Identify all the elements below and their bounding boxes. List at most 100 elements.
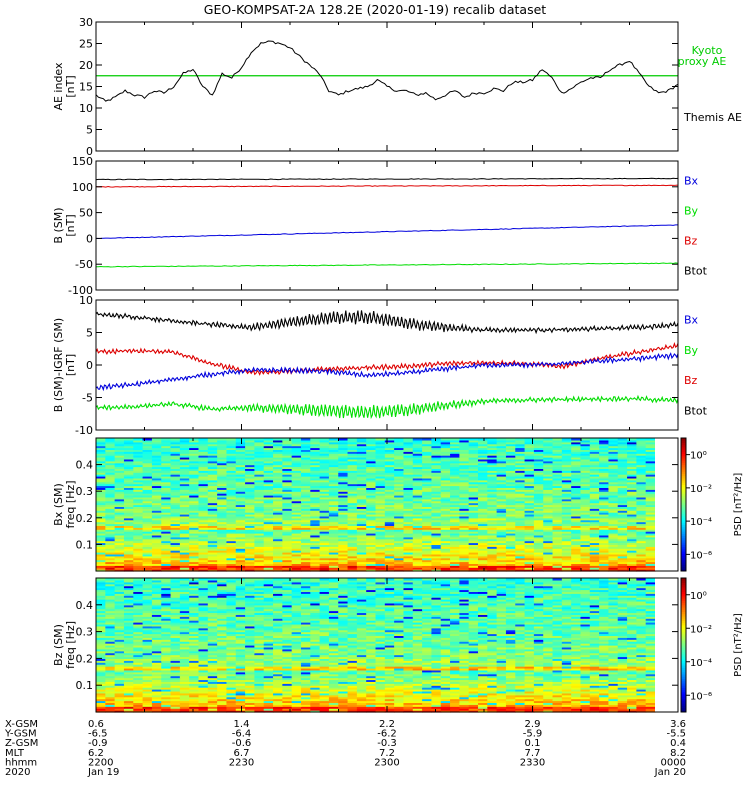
bxspec-cell [207,449,218,452]
bxspec-cell [198,521,209,525]
bxspec-cell [235,546,246,549]
bxspec-cell [524,464,535,468]
bxspec-cell [319,466,330,469]
bxspec-cell [179,519,190,523]
bzspec-cell [543,706,554,709]
bxspec-cell [161,453,172,456]
bxspec-cell [347,455,358,458]
bxspec-cell [226,451,237,454]
bxspec-cell [468,552,479,555]
bxspec-cell [524,569,535,572]
bxspec-cell [310,536,321,540]
bxspec-cell [170,453,181,456]
bzspec-cell [384,708,395,711]
bxspec-cell [245,533,255,536]
bxspec-cell [207,474,218,477]
bxspec-cell [282,504,293,507]
bxspec-cell [515,464,526,468]
bxspec-cell [170,449,181,452]
bxspec-cell [151,502,162,506]
bxspec-cell [422,477,432,481]
bxspec-colorbar-step [681,562,686,565]
bxspec-cell [533,565,544,568]
bxspec-cell [477,441,488,445]
bzspec-cell [282,706,293,709]
bxspec-cell [589,510,600,513]
bxspec-cell [394,451,405,454]
bxspec-cell [608,460,619,464]
bxspec-cell [636,464,647,468]
bxspec-cell [300,533,311,536]
bxspec-cell [161,515,172,519]
bzspec-cell [282,710,293,713]
bxspec-cell [645,449,656,452]
bzspec-cell [338,698,349,702]
bxspec-cell [431,548,442,551]
bxspec-cell [440,470,451,473]
bxspec-cell [477,559,488,563]
bxspec-cell [459,477,470,481]
bxspec-cell [487,523,498,526]
bxspec-cell [254,472,265,475]
bxspec-cell [105,540,116,544]
bxspec-cell [96,517,106,521]
bxspec-cell [412,495,423,498]
bxspec-cell [235,474,246,477]
bxspec-cell [412,555,423,559]
bzspec-cell [627,698,637,702]
bzspec-cell [412,702,423,705]
bxspec-cell [580,500,591,504]
bxspec-cell [282,477,293,481]
bxspec-cell [422,521,432,525]
bxspec-cell [170,472,181,475]
bxspec-cell [580,531,591,534]
bxspec-cell [133,487,144,490]
bxspec-cell [282,533,293,536]
bxspec-cell [505,496,516,500]
bxspec-cell [627,462,637,466]
bxspec-cell [422,498,432,502]
bxspec-cell [356,438,367,441]
bxspec-cell [235,517,246,521]
bzspec-cell [105,692,116,696]
bzspec-cell [189,692,200,696]
bxspec-cell [300,502,311,506]
bxspec-cell [589,451,600,454]
bxspec-cell [412,479,423,483]
bxspec-cell [189,567,200,570]
bxspec-colorbar-step [681,511,686,514]
bxspec-cell [599,525,610,528]
bxspec-cell [571,455,582,458]
bxspec-cell [235,563,246,566]
bxspec-cell [291,548,302,551]
bxspec-cell [515,451,526,454]
bxspec-cell [627,561,637,564]
bxspec-cell [207,462,218,466]
bxspec-cell [403,502,414,506]
bzspec-cell [235,704,246,707]
bxspec-cell [263,555,274,559]
bzspec-cell [645,704,656,707]
bzspec-cell [366,704,377,707]
bxspec-cell [440,458,451,462]
bzspec-cell [571,692,582,696]
bxspec-cell [394,477,405,481]
bxspec-cell [254,498,265,502]
bxspec-cell [496,483,507,487]
bxspec-cell [161,550,172,553]
bxspec-cell [543,453,554,456]
bxspec-cell [142,447,153,450]
bxspec-colorbar-step [681,526,686,530]
bxspec-cell [142,472,153,475]
bxspec-cell [543,491,554,494]
bxspec-cell [505,439,516,443]
bxspec-cell [356,542,367,545]
bxspec-cell [273,464,283,468]
bxspec-cell [245,466,255,469]
bxspec-cell [235,468,246,471]
bxspec-cell [608,542,619,545]
bxspec-cell [608,458,619,462]
bxspec-cell [300,441,311,445]
bxspec-cell [608,485,619,488]
bxspec-cell [207,470,218,473]
